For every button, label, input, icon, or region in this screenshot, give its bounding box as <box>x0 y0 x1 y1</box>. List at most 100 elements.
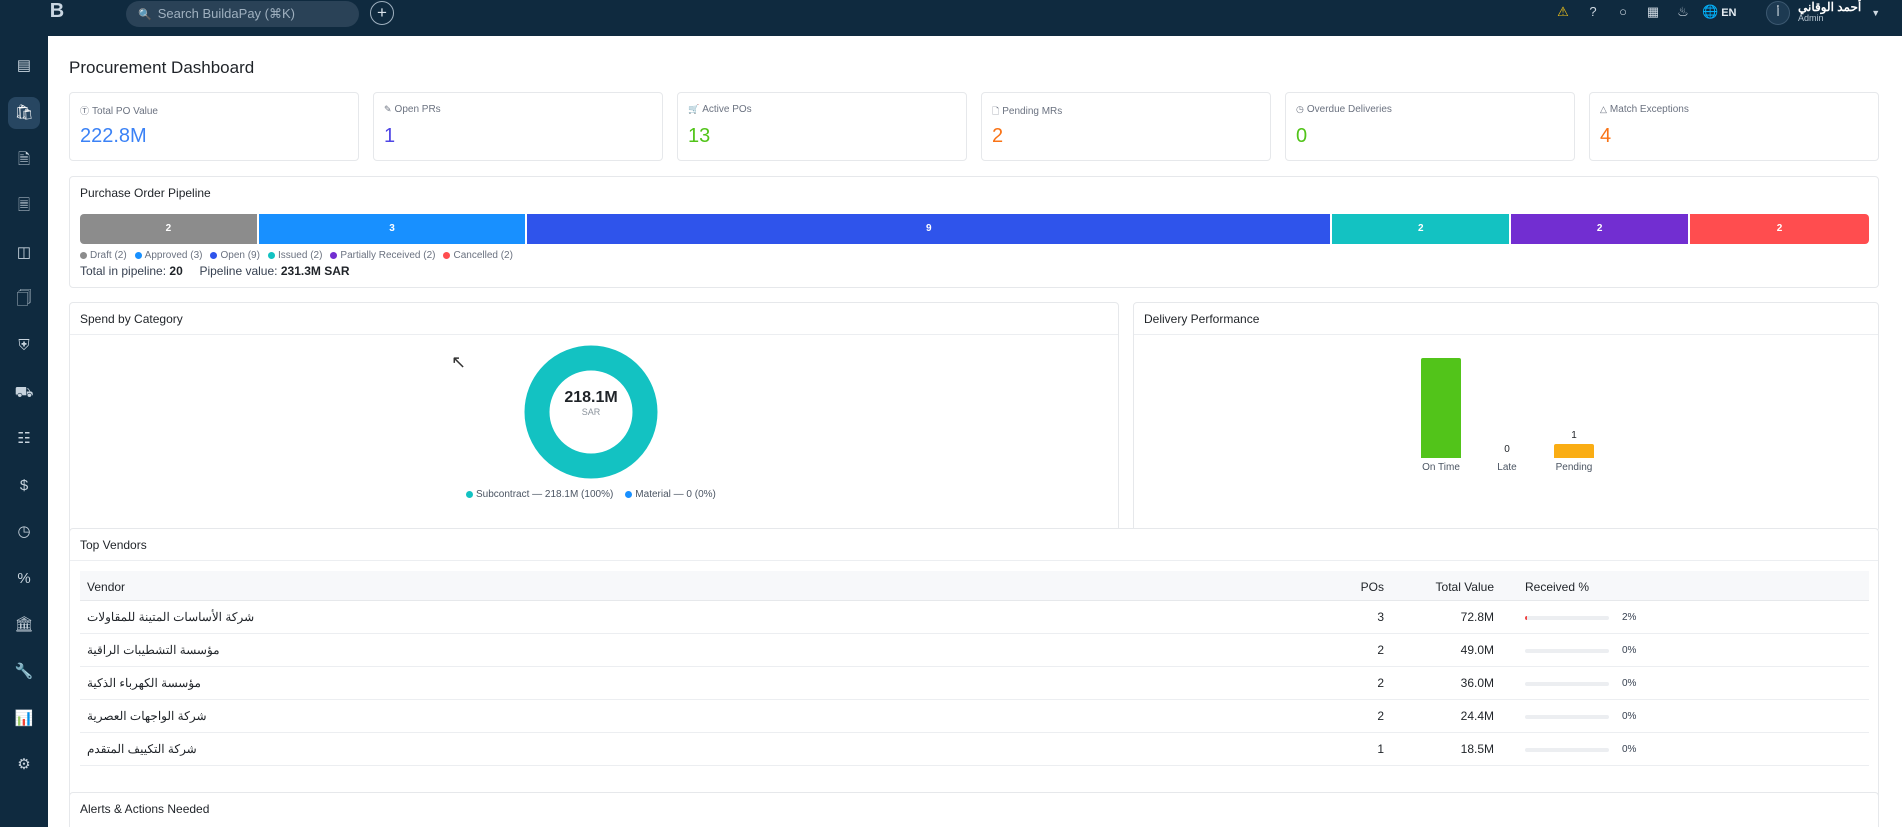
table-row[interactable]: مؤسسة الكهرباء الذكية 2 36.0M 0% <box>80 667 1869 700</box>
column-header-received[interactable]: Received % <box>1525 580 1590 594</box>
kpi-label: △ Match Exceptions <box>1600 104 1689 115</box>
warning-icon: △ <box>1600 104 1607 114</box>
column-header-vendor[interactable]: Vendor <box>87 580 126 594</box>
percent-icon: % <box>17 570 31 587</box>
sidebar-item-settings[interactable]: ⚙ <box>8 749 40 781</box>
pipeline-value-label: Pipeline value: <box>199 264 278 278</box>
legend-dot <box>625 491 633 498</box>
main-content: Procurement Dashboard Ⓣ Total PO Value 22… <box>48 36 1902 827</box>
po-count: 2 <box>1377 709 1384 723</box>
sidebar-item-retention[interactable]: % <box>8 563 40 595</box>
sidebar-item-timesheets[interactable]: ◷ <box>8 516 40 548</box>
received-progress-bar <box>1525 649 1609 653</box>
legend-item-material[interactable]: Material — 0 (0%) <box>625 489 716 500</box>
table-row[interactable]: مؤسسة التشطيبات الراقية 2 49.0M 0% <box>80 634 1869 667</box>
notification-alert-icon[interactable]: ⚠ <box>1557 4 1569 19</box>
legend-dot <box>80 252 87 259</box>
pipeline-legend-item: Issued (2) <box>267 250 322 261</box>
legend-label: Partially Received (2) <box>340 250 436 261</box>
chat-icon[interactable]: ○ <box>1619 4 1627 19</box>
bar-on-time[interactable] <box>1421 358 1461 458</box>
table-row[interactable]: شركة الأساسات المتينة للمقاولات 3 72.8M 2% <box>80 601 1869 634</box>
legend-dot <box>443 252 451 259</box>
legend-dot <box>210 252 218 259</box>
section-title: Purchase Order Pipeline <box>80 186 211 200</box>
column-header-total-value[interactable]: Total Value <box>1435 580 1494 594</box>
kpi-value: 2 <box>992 125 1004 147</box>
column-header-pos[interactable]: POs <box>1360 580 1384 594</box>
bar-category-label: Late <box>1497 462 1517 473</box>
chart-icon: 📊 <box>14 710 34 727</box>
app-logo[interactable]: B <box>49 0 65 22</box>
vendor-name: شركة الواجهات العصرية <box>87 709 207 723</box>
sidebar-item-equipment[interactable]: ⛟ <box>8 377 40 409</box>
pipeline-legend-item: Partially Received (2) <box>330 250 435 261</box>
po-count: 1 <box>1377 742 1384 756</box>
pipeline-segment[interactable]: 9 <box>527 214 1333 244</box>
help-icon[interactable]: ? <box>1589 4 1597 19</box>
donut-slice-subcontract[interactable] <box>524 345 658 479</box>
edit-icon: ✎ <box>384 104 392 114</box>
kpi-card-overdue-deliveries[interactable]: ◷ Overdue Deliveries 0 <box>1285 92 1575 161</box>
avatar: أ <box>1766 1 1790 25</box>
pipeline-segment[interactable]: 3 <box>258 214 528 244</box>
sidebar-item-reports[interactable]: 📊 <box>8 703 40 735</box>
bank-icon: 🏛 <box>14 616 34 633</box>
add-button[interactable]: + <box>370 1 394 25</box>
user-menu[interactable]: أ أحمد الوقاني Admin ▼ <box>1766 0 1880 26</box>
kpi-label: ✎ Open PRs <box>384 104 441 115</box>
sidebar-item-contracts[interactable]: 🗏 <box>8 190 40 222</box>
sidebar-item-invoices[interactable]: ☷ <box>8 423 40 455</box>
kpi-card-total-po-value[interactable]: Ⓣ Total PO Value 222.8M <box>69 92 359 161</box>
pipeline-segment[interactable]: 2 <box>1332 214 1512 244</box>
sidebar: ▤ 🛍 🗎 🗏 ◫ 🗍 ⛨ ⛟ ☷ $ ◷ % 🏛 🔧 📊 ⚙ <box>0 36 48 827</box>
pipeline-legend-item: Cancelled (2) <box>443 250 513 261</box>
file-check-icon: 🗏 <box>17 197 31 214</box>
sidebar-item-compliance[interactable]: ⛨ <box>8 330 40 362</box>
cart-icon: 🛒 <box>688 104 700 114</box>
search-placeholder: Search BuildaPay (⌘K) <box>157 6 295 21</box>
language-switcher[interactable]: 🌐 EN <box>1702 4 1736 20</box>
car-icon: ⛟ <box>14 384 34 401</box>
kpi-card-open-prs[interactable]: ✎ Open PRs 1 <box>373 92 663 161</box>
table-row[interactable]: شركة الواجهات العصرية 2 24.4M 0% <box>80 700 1869 733</box>
kpi-card-active-pos[interactable]: 🛒 Active POs 13 <box>677 92 967 161</box>
calculator-icon[interactable]: ▦ <box>1646 4 1660 19</box>
bell-icon[interactable]: ♨ <box>1677 4 1689 19</box>
sidebar-item-documents[interactable]: 🗎 <box>8 144 40 176</box>
top-actions: ⚠ ? ○ ▦ ♨ 🌐 EN <box>1548 2 1766 22</box>
pipeline-segment[interactable]: 2 <box>1511 214 1691 244</box>
language-label: EN <box>1721 7 1737 19</box>
legend-dot <box>330 252 338 259</box>
vendor-name: مؤسسة التشطيبات الراقية <box>87 643 220 657</box>
shield-icon: ⛨ <box>18 337 30 354</box>
legend-item-subcontract[interactable]: Subcontract — 218.1M (100%) <box>466 489 613 500</box>
pipeline-segment[interactable]: 2 <box>1690 214 1869 244</box>
mouse-cursor-icon: ↖ <box>451 352 467 372</box>
kpi-card-match-exceptions[interactable]: △ Match Exceptions 4 <box>1589 92 1879 161</box>
delivery-bar-chart: On Time 0 Late 1 Pending <box>1134 335 1879 495</box>
received-progress-fill <box>1525 616 1527 620</box>
sidebar-item-reviews[interactable]: 🗍 <box>8 283 40 315</box>
top-vendors-card: Top Vendors Vendor POs Total Value Recei… <box>69 528 1879 805</box>
wrench-icon: 🔧 <box>14 663 34 680</box>
received-percent: 0% <box>1622 711 1637 722</box>
spend-by-category-card: Spend by Category 218.1M SAR Subcontract… <box>69 302 1119 551</box>
bar-value-label: 1 <box>1571 430 1577 441</box>
sidebar-item-banking[interactable]: 🏛 <box>8 609 40 641</box>
sidebar-item-tools[interactable]: 🔧 <box>8 656 40 688</box>
dollar-icon: $ <box>19 477 29 494</box>
clock-icon: ◷ <box>17 523 31 540</box>
user-info: أحمد الوقاني Admin <box>1798 1 1861 24</box>
sidebar-item-payments[interactable]: $ <box>8 470 40 502</box>
search-input[interactable]: 🔍 Search BuildaPay (⌘K) <box>126 1 359 27</box>
table-row[interactable]: شركة التكييف المتقدم 1 18.5M 0% <box>80 733 1869 766</box>
pipeline-segment[interactable]: 2 <box>80 214 259 244</box>
kpi-value: 0 <box>1296 125 1308 147</box>
sidebar-item-boards[interactable]: ◫ <box>8 237 40 269</box>
kpi-card-pending-mrs[interactable]: 🗋 Pending MRs 2 <box>981 92 1271 161</box>
sidebar-item-procurement[interactable]: 🛍 <box>8 97 40 129</box>
bar-pending[interactable] <box>1554 444 1594 458</box>
sidebar-item-dashboard[interactable]: ▤ <box>8 50 40 82</box>
